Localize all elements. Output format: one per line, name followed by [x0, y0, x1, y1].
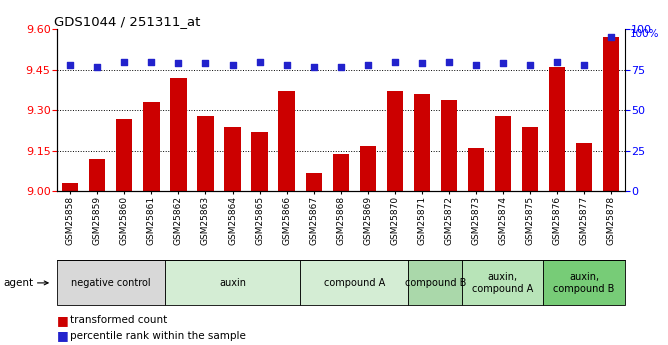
FancyArrowPatch shape: [37, 281, 48, 285]
Point: [173, 61, 184, 66]
Point: [524, 62, 535, 68]
Text: ■: ■: [57, 329, 69, 343]
Point: [227, 62, 238, 68]
Bar: [359, 146, 376, 191]
Point: [362, 62, 373, 68]
Bar: [549, 67, 565, 191]
Bar: [279, 91, 295, 191]
Bar: [144, 102, 160, 191]
Text: auxin: auxin: [219, 278, 246, 288]
Point: [470, 62, 481, 68]
Bar: [305, 172, 322, 191]
Bar: [468, 148, 484, 191]
Bar: [116, 119, 132, 191]
Text: compound B: compound B: [405, 278, 466, 288]
Point: [92, 64, 103, 69]
Point: [552, 59, 562, 65]
Bar: [387, 91, 403, 191]
Point: [65, 62, 75, 68]
Text: auxin,
compound B: auxin, compound B: [553, 272, 615, 294]
Bar: [413, 94, 430, 191]
Bar: [224, 127, 240, 191]
Text: agent: agent: [3, 278, 33, 288]
Point: [444, 59, 454, 65]
Point: [309, 64, 319, 69]
Bar: [90, 159, 106, 191]
Bar: [170, 78, 186, 191]
Point: [119, 59, 130, 65]
Text: ■: ■: [57, 314, 69, 327]
Bar: [441, 100, 457, 191]
Point: [578, 62, 589, 68]
Bar: [603, 37, 619, 191]
Bar: [197, 116, 214, 191]
Point: [389, 59, 400, 65]
Point: [335, 64, 346, 69]
Bar: [62, 184, 78, 191]
Text: percentile rank within the sample: percentile rank within the sample: [70, 331, 246, 341]
Text: GDS1044 / 251311_at: GDS1044 / 251311_at: [54, 15, 200, 28]
Point: [416, 61, 427, 66]
Bar: [495, 116, 511, 191]
Point: [498, 61, 508, 66]
Point: [281, 62, 292, 68]
Text: compound A: compound A: [323, 278, 385, 288]
Text: auxin,
compound A: auxin, compound A: [472, 272, 534, 294]
Point: [606, 35, 617, 40]
Bar: [251, 132, 268, 191]
Bar: [576, 143, 592, 191]
Point: [200, 61, 211, 66]
Text: 100%: 100%: [631, 29, 660, 39]
Text: negative control: negative control: [71, 278, 151, 288]
Bar: [333, 154, 349, 191]
Text: transformed count: transformed count: [70, 315, 168, 325]
Point: [255, 59, 265, 65]
Point: [146, 59, 157, 65]
Bar: [522, 127, 538, 191]
